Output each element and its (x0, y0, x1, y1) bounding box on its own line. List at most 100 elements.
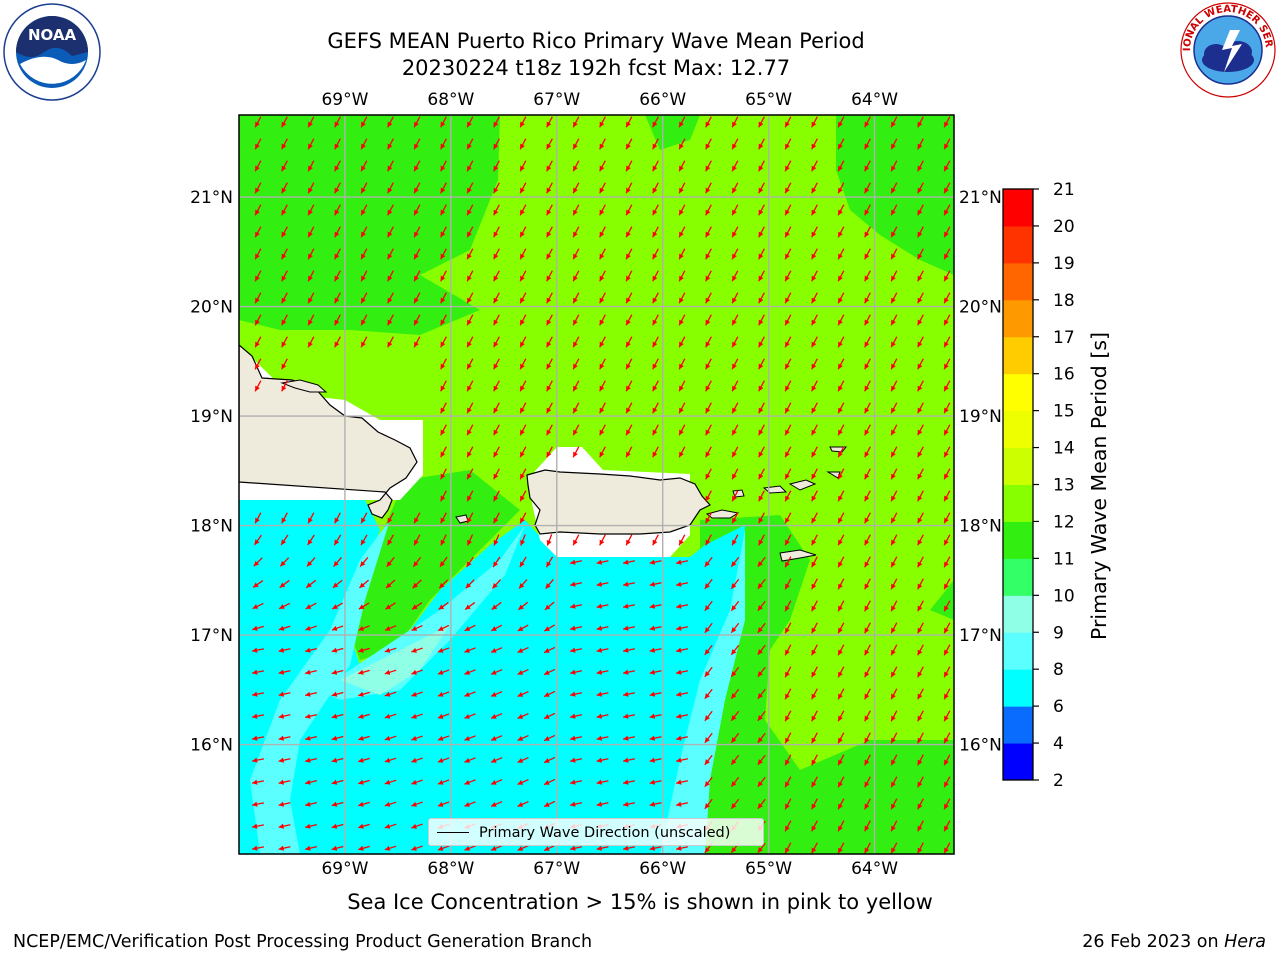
wave-arrow-head (437, 713, 444, 719)
wave-arrow-head (864, 451, 870, 458)
wave-arrow-head (864, 693, 870, 700)
wave-arrow-head (281, 187, 287, 194)
wave-arrow-head (570, 691, 576, 697)
wave-arrow-head (331, 757, 338, 763)
wave-arrow-head (679, 539, 684, 546)
wave-arrow-head (361, 187, 366, 194)
wave-arrow-head (626, 539, 631, 546)
wave-arrow-head (520, 143, 525, 150)
wave-arrow-head (649, 625, 656, 631)
wave-arrow-head (891, 165, 896, 172)
wave-arrow-head (387, 539, 393, 546)
wave-arrow-head (308, 517, 313, 524)
colorbar-tick-label: 18 (1053, 291, 1075, 311)
wave-arrow-head (467, 319, 472, 326)
wave-arrow-head (705, 187, 711, 194)
wave-arrow-head (917, 847, 923, 854)
wave-arrow-head (623, 559, 629, 565)
wave-arrow-head (544, 670, 550, 675)
wave-arrow-head (493, 341, 499, 348)
wave-arrow-head (573, 539, 578, 546)
wave-arrow-head (305, 669, 311, 675)
wave-arrow-head (917, 429, 923, 436)
wave-arrow-head (278, 779, 285, 785)
wave-arrow-head (917, 473, 923, 480)
wave-arrow-head (811, 429, 817, 436)
wave-arrow-head (864, 407, 870, 414)
wave-arrow-head (386, 582, 392, 589)
wave-arrow-head (891, 627, 896, 634)
wave-arrow-head (361, 319, 366, 326)
wave-arrow-head (891, 253, 896, 260)
wave-arrow-head (891, 781, 896, 788)
wave-arrow-head (570, 735, 576, 741)
wave-arrow-head (278, 647, 285, 653)
wave-arrow-head (838, 649, 843, 656)
wave-arrow-head (599, 451, 605, 458)
wave-arrow-head (731, 803, 737, 809)
wave-arrow-head (520, 319, 525, 326)
wave-arrow-head (281, 143, 287, 150)
lon-label-bottom: 68°W (427, 859, 474, 879)
wave-arrow-head (623, 669, 629, 675)
wave-arrow-head (679, 319, 684, 326)
wave-arrow-head (785, 627, 790, 634)
wave-arrow-head (599, 385, 605, 392)
wave-arrow-head (704, 759, 710, 765)
wave-arrow-head (308, 165, 313, 172)
wave-arrow-head (891, 671, 896, 678)
wave-arrow-head (358, 647, 364, 653)
wave-arrow-head (785, 715, 790, 722)
wave-arrow-head (838, 671, 843, 678)
wave-arrow-head (785, 341, 790, 348)
wave-arrow-head (705, 473, 711, 480)
wave-arrow-head (467, 407, 472, 414)
wave-arrow-head (917, 363, 923, 370)
wave-arrow-head (573, 187, 578, 194)
wave-arrow-head (520, 473, 525, 480)
wave-arrow-head (944, 825, 949, 832)
wave-arrow-head (490, 713, 497, 719)
wave-arrow-head (467, 495, 472, 502)
wave-arrow-head (596, 625, 603, 631)
wave-arrow-head (785, 297, 790, 304)
colorbar-tick-label: 10 (1053, 586, 1075, 606)
wave-arrow-head (358, 604, 365, 610)
wave-arrow-head (917, 451, 923, 458)
wave-arrow-head (676, 559, 682, 565)
wave-arrow-head (917, 517, 923, 524)
colorbar-tick-label: 11 (1053, 549, 1075, 569)
colorbar-label: Primary Wave Mean Period [s] (1087, 332, 1111, 640)
wave-arrow-head (440, 319, 446, 326)
wave-arrow-head (838, 715, 843, 722)
wave-arrow-head (731, 561, 737, 567)
wave-arrow-head (944, 539, 949, 546)
wave-arrow-head (811, 165, 817, 172)
wave-arrow-head (387, 121, 393, 128)
wave-arrow-head (440, 253, 446, 260)
wave-arrow-head (573, 231, 578, 238)
wave-arrow-head (520, 363, 525, 370)
wave-arrow-head (414, 209, 419, 216)
wave-arrow-head (358, 669, 364, 675)
wave-arrow-head (331, 713, 338, 719)
wave-arrow-head (838, 363, 843, 370)
wave-arrow-head (334, 253, 340, 260)
wave-arrow-head (758, 429, 764, 436)
wave-arrow-head (652, 187, 658, 194)
wave-arrow-head (387, 143, 393, 150)
wave-arrow-head (467, 429, 472, 436)
wave-arrow-head (623, 581, 629, 587)
noaa-logo: NOAA (3, 3, 101, 101)
wave-arrow-head (891, 231, 896, 238)
colorbar-segment (1003, 706, 1033, 744)
wave-arrow-head (520, 451, 525, 458)
wave-arrow-head (757, 803, 763, 809)
wave-arrow-head (652, 451, 658, 458)
wave-arrow-head (467, 385, 472, 392)
wave-arrow-head (255, 319, 260, 326)
wave-arrow-head (464, 691, 471, 697)
wave-arrow-head (864, 297, 870, 304)
wave-arrow-head (626, 407, 631, 414)
wave-arrow-head (490, 801, 497, 807)
